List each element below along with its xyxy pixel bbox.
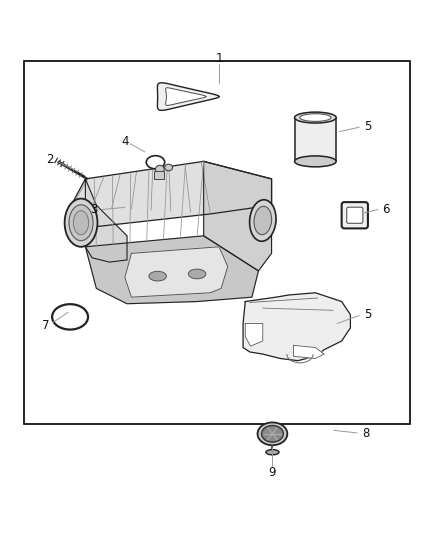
Polygon shape bbox=[245, 324, 263, 346]
Ellipse shape bbox=[266, 449, 279, 455]
Polygon shape bbox=[204, 161, 272, 271]
Text: 2: 2 bbox=[46, 152, 54, 166]
Ellipse shape bbox=[294, 156, 336, 167]
Polygon shape bbox=[293, 345, 324, 359]
Ellipse shape bbox=[250, 200, 276, 241]
Ellipse shape bbox=[300, 114, 331, 122]
Bar bbox=[154, 171, 164, 179]
Ellipse shape bbox=[65, 199, 97, 247]
Ellipse shape bbox=[294, 112, 336, 123]
FancyBboxPatch shape bbox=[347, 207, 363, 223]
Ellipse shape bbox=[155, 165, 164, 173]
Bar bbox=[294, 118, 336, 161]
Polygon shape bbox=[166, 88, 206, 106]
Polygon shape bbox=[85, 179, 127, 262]
Bar bbox=[24, 61, 410, 424]
Polygon shape bbox=[85, 236, 258, 304]
Ellipse shape bbox=[254, 206, 272, 235]
Ellipse shape bbox=[69, 205, 93, 241]
Text: 4: 4 bbox=[121, 135, 129, 148]
Ellipse shape bbox=[165, 164, 173, 171]
Ellipse shape bbox=[188, 269, 206, 279]
Polygon shape bbox=[125, 247, 228, 297]
Ellipse shape bbox=[149, 271, 166, 281]
FancyBboxPatch shape bbox=[342, 202, 368, 229]
Text: 6: 6 bbox=[381, 203, 389, 216]
Text: 1: 1 bbox=[215, 52, 223, 65]
Polygon shape bbox=[243, 293, 350, 361]
Text: 5: 5 bbox=[364, 308, 371, 321]
Text: 7: 7 bbox=[42, 319, 50, 332]
Text: 9: 9 bbox=[268, 466, 276, 479]
Ellipse shape bbox=[261, 425, 283, 442]
Ellipse shape bbox=[258, 423, 287, 445]
Text: 8: 8 bbox=[362, 427, 369, 440]
Text: 3: 3 bbox=[91, 203, 98, 216]
Text: 5: 5 bbox=[364, 120, 371, 133]
Polygon shape bbox=[70, 161, 272, 227]
Ellipse shape bbox=[73, 211, 88, 235]
Polygon shape bbox=[157, 83, 219, 110]
